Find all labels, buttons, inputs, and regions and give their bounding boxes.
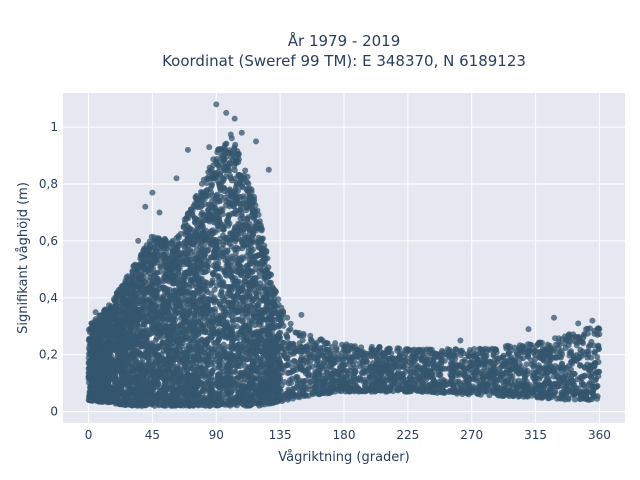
scatter-point	[479, 373, 486, 380]
scatter-point	[160, 278, 167, 285]
chart-title-line1: År 1979 - 2019	[288, 31, 401, 50]
scatter-point	[284, 370, 291, 377]
scatter-point	[141, 319, 148, 326]
scatter-point	[221, 188, 228, 195]
scatter-point	[585, 348, 592, 355]
scatter-point	[185, 290, 192, 297]
scatter-point	[332, 340, 339, 347]
scatter-point	[595, 343, 602, 350]
scatter-point	[540, 365, 547, 372]
scatter-point	[175, 233, 182, 240]
scatter-point	[299, 337, 306, 344]
scatter-point	[277, 329, 284, 336]
scatter-point	[591, 348, 598, 355]
scatter-point	[294, 383, 301, 390]
scatter-point	[553, 350, 560, 356]
scatter-point	[219, 294, 226, 301]
scatter-point	[208, 280, 215, 287]
scatter-point	[233, 323, 240, 330]
scatter-point	[373, 355, 380, 362]
scatter-point	[233, 179, 240, 186]
scatter-points	[85, 101, 603, 409]
scatter-point	[145, 354, 152, 361]
scatter-point	[198, 211, 205, 218]
scatter-point	[571, 371, 578, 377]
scatter-point	[180, 223, 187, 230]
scatter-point	[222, 141, 229, 148]
scatter-point	[573, 342, 580, 349]
scatter-point	[329, 349, 335, 356]
scatter-point	[233, 196, 240, 203]
scatter-point	[242, 167, 249, 174]
scatter-point	[134, 338, 140, 345]
scatter-point	[209, 360, 216, 366]
scatter-point	[278, 320, 285, 327]
scatter-point	[211, 365, 218, 372]
scatter-point	[384, 355, 391, 362]
scatter-point	[215, 273, 222, 280]
scatter-point	[245, 180, 252, 187]
scatter-point	[286, 359, 292, 366]
scatter-point	[253, 293, 260, 300]
scatter-point	[339, 375, 346, 381]
scatter-point	[162, 237, 169, 244]
scatter-point	[453, 389, 460, 396]
scatter-point	[552, 335, 558, 342]
scatter-point	[187, 335, 194, 342]
scatter-point	[454, 363, 461, 370]
scatter-point	[244, 288, 251, 295]
scatter-point	[553, 354, 560, 361]
scatter-point	[240, 193, 247, 200]
scatter-point	[228, 135, 235, 142]
scatter-point	[258, 227, 265, 234]
scatter-point	[259, 258, 266, 265]
scatter-point	[227, 172, 233, 179]
scatter-point	[225, 222, 232, 229]
scatter-point	[287, 320, 294, 327]
scatter-point	[248, 212, 255, 219]
scatter-point	[593, 375, 599, 382]
scatter-point	[586, 372, 593, 379]
scatter-point	[496, 365, 503, 372]
scatter-point	[186, 269, 193, 276]
scatter-point	[581, 372, 588, 379]
scatter-point	[157, 264, 164, 271]
scatter-point	[568, 348, 574, 355]
scatter-point	[256, 273, 263, 280]
scatter-point	[221, 194, 228, 201]
scatter-point	[221, 298, 228, 305]
scatter-point	[457, 347, 463, 354]
scatter-point	[523, 361, 530, 368]
scatter-point	[309, 363, 316, 370]
scatter-point	[203, 187, 210, 194]
scatter-point	[208, 182, 215, 189]
scatter-point	[430, 359, 437, 366]
scatter-point	[390, 388, 397, 395]
chart-title-line2: Koordinat (Sweref 99 TM): E 348370, N 61…	[162, 52, 526, 70]
scatter-point	[229, 317, 236, 324]
